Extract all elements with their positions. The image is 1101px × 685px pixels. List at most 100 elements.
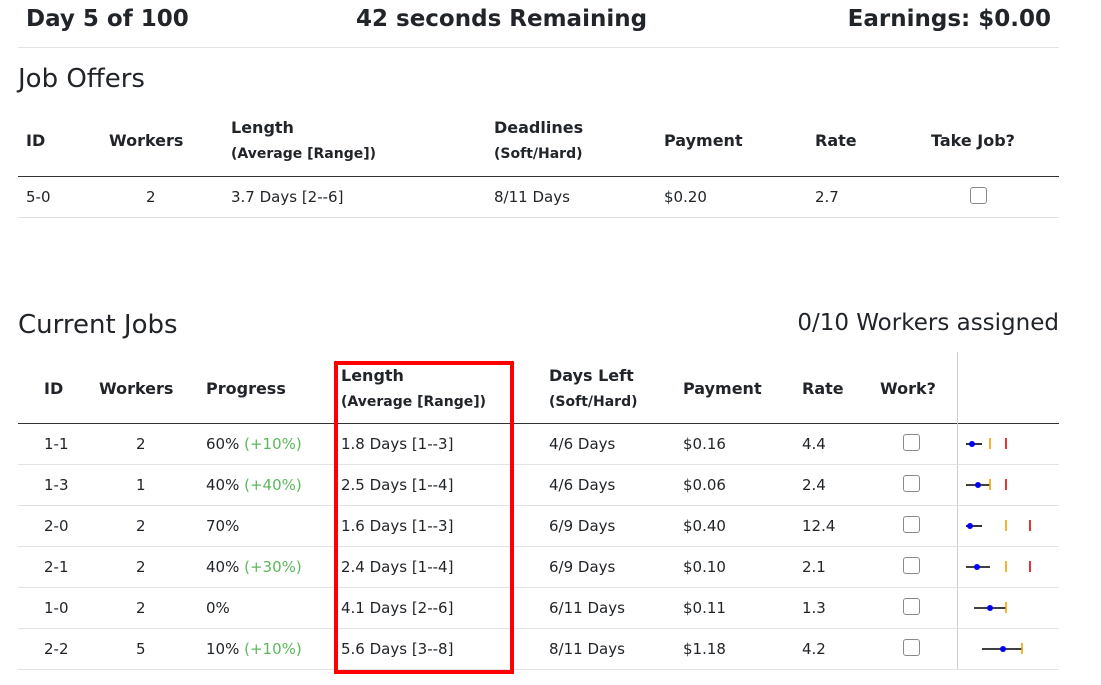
job-rate: 2.4: [802, 476, 826, 494]
row-divider: [18, 669, 1059, 670]
job-workers: 1: [136, 476, 146, 494]
job-id: 2-2: [44, 640, 69, 658]
job-payment: $0.11: [683, 599, 726, 617]
timeline-average-dot: [987, 605, 993, 611]
work-checkbox[interactable]: [903, 639, 920, 656]
job-progress-increase: (+10%): [244, 640, 302, 658]
deadline-timeline: [982, 643, 1023, 654]
job-progress-value: 40%: [206, 476, 240, 494]
offers-col-workers: Workers: [109, 131, 184, 150]
offer-workers: 2: [146, 188, 156, 206]
job-progress: 0%: [206, 598, 230, 618]
job-progress-value: 60%: [206, 435, 240, 453]
offers-col-length-label: Length: [231, 118, 294, 137]
take-job-checkbox[interactable]: [970, 187, 987, 204]
job-workers: 2: [136, 517, 146, 535]
job-days-left: 6/9 Days: [549, 558, 616, 576]
job-days-left: 8/11 Days: [549, 640, 625, 658]
offer-id: 5-0: [26, 188, 51, 206]
deadline-timeline: [966, 520, 1031, 531]
offer-length: 3.7 Days [2--6]: [231, 188, 344, 206]
job-progress-value: 40%: [206, 558, 240, 576]
offers-col-deadlines-sub: (Soft/Hard): [494, 146, 583, 162]
job-workers: 5: [136, 640, 146, 658]
job-progress-increase: (+10%): [244, 435, 302, 453]
job-progress: 10% (+10%): [206, 639, 302, 659]
earnings: Earnings: $0.00: [847, 6, 1051, 32]
offers-col-deadlines: Deadlines (Soft/Hard): [494, 118, 583, 164]
job-rate: 2.1: [802, 558, 826, 576]
job-progress: 60% (+10%): [206, 434, 302, 454]
work-checkbox[interactable]: [903, 598, 920, 615]
offers-col-id: ID: [26, 131, 46, 150]
offers-header-divider: [18, 176, 1059, 177]
job-id: 1-1: [44, 435, 69, 453]
job-length: 1.8 Days [1--3]: [341, 435, 454, 453]
day-counter: Day 5 of 100: [26, 6, 189, 32]
status-bar: Day 5 of 100 42 seconds Remaining Earnin…: [18, 0, 1059, 48]
job-offers-title: Job Offers: [18, 64, 145, 94]
length-column-highlight-box: [334, 361, 514, 674]
job-rate: 12.4: [802, 517, 836, 535]
job-progress-value: 70%: [206, 517, 240, 535]
offer-deadlines: 8/11 Days: [494, 188, 570, 206]
job-progress-value: 10%: [206, 640, 240, 658]
jobs-col-length-sub: (Average [Range]): [341, 394, 487, 410]
jobs-col-work: Work?: [880, 379, 936, 398]
jobs-col-length-label: Length: [341, 366, 404, 385]
job-length: 1.6 Days [1--3]: [341, 517, 454, 535]
deadline-timeline: [966, 561, 1031, 572]
offers-col-deadlines-label: Deadlines: [494, 118, 584, 137]
job-length: 4.1 Days [2--6]: [341, 599, 454, 617]
workers-assigned-count: 0/10 Workers assigned: [797, 310, 1059, 336]
jobs-col-payment: Payment: [683, 379, 762, 398]
job-rate: 4.4: [802, 435, 826, 453]
jobs-col-days-left: Days Left (Soft/Hard): [549, 366, 637, 412]
job-id: 1-0: [44, 599, 69, 617]
timeline-average-dot: [969, 441, 975, 447]
jobs-col-length: Length (Average [Range]): [341, 366, 486, 412]
timeline-average-dot: [1000, 646, 1006, 652]
job-progress: 70%: [206, 516, 239, 536]
jobs-col-progress: Progress: [206, 379, 286, 398]
jobs-col-id: ID: [44, 379, 64, 398]
row-divider: [18, 587, 1059, 588]
work-checkbox[interactable]: [903, 434, 920, 451]
offers-col-take-job: Take Job?: [931, 131, 1015, 150]
job-length: 5.6 Days [3--8]: [341, 640, 454, 658]
job-progress: 40% (+30%): [206, 557, 302, 577]
job-progress-value: 0%: [206, 599, 230, 617]
offers-col-payment: Payment: [664, 131, 743, 150]
jobs-header-divider: [18, 423, 1059, 424]
deadline-timeline: [966, 438, 1007, 449]
deadline-timeline: [966, 479, 1007, 490]
timeline-average-dot: [974, 564, 980, 570]
jobs-col-days-left-label: Days Left: [549, 366, 634, 385]
job-payment: $0.40: [683, 517, 726, 535]
job-days-left: 6/9 Days: [549, 517, 616, 535]
work-checkbox[interactable]: [903, 516, 920, 533]
offer-rate: 2.7: [815, 188, 839, 206]
job-length: 2.4 Days [1--4]: [341, 558, 454, 576]
job-workers: 2: [136, 435, 146, 453]
jobs-col-rate: Rate: [802, 379, 844, 398]
offers-col-length: Length (Average [Range]): [231, 118, 376, 164]
time-remaining: 42 seconds Remaining: [356, 6, 648, 32]
row-divider: [18, 546, 1059, 547]
offer-payment: $0.20: [664, 188, 707, 206]
row-divider: [18, 464, 1059, 465]
job-id: 2-1: [44, 558, 69, 576]
job-workers: 2: [136, 599, 146, 617]
timeline-column-divider: [957, 352, 958, 669]
job-rate: 1.3: [802, 599, 826, 617]
work-checkbox[interactable]: [903, 475, 920, 492]
current-jobs-title: Current Jobs: [18, 310, 178, 340]
work-checkbox[interactable]: [903, 557, 920, 574]
timeline-average-dot: [967, 523, 973, 529]
job-progress-increase: (+30%): [244, 558, 302, 576]
job-payment: $0.10: [683, 558, 726, 576]
job-rate: 4.2: [802, 640, 826, 658]
job-progress: 40% (+40%): [206, 475, 302, 495]
row-divider: [18, 217, 1059, 218]
row-divider: [18, 628, 1059, 629]
